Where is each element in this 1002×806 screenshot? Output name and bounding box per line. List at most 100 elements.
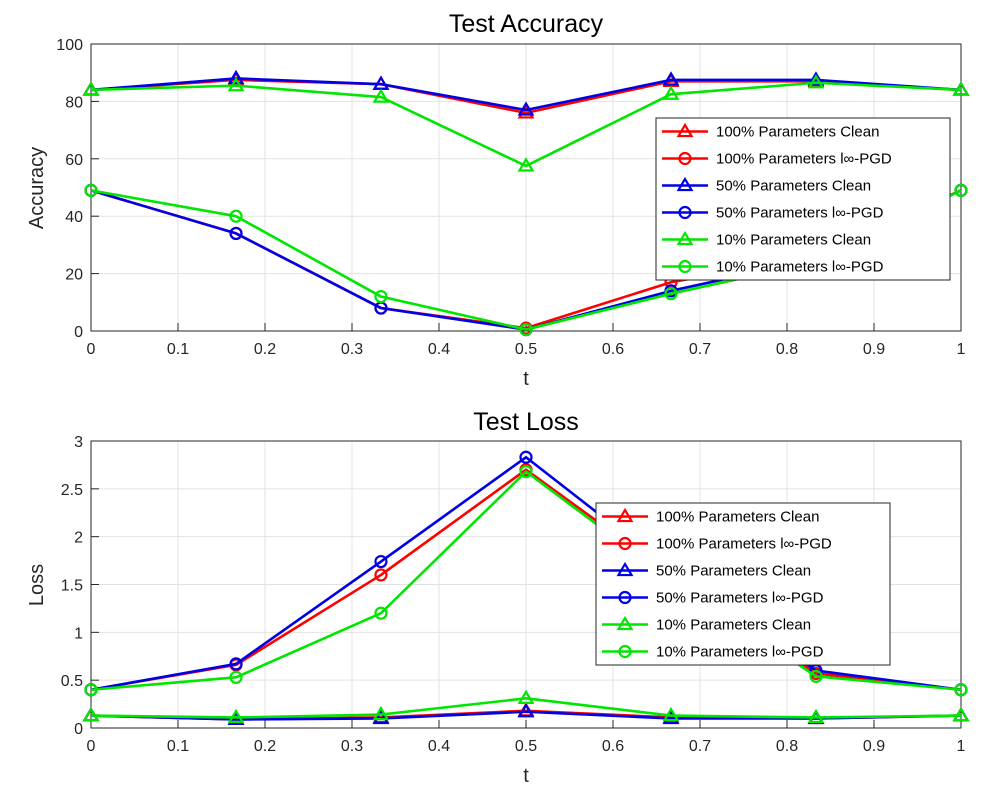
loss-data-point — [807, 708, 825, 724]
accuracy-x-tick-label: 0.7 — [689, 341, 711, 358]
loss-x-tick-label: 0.8 — [776, 738, 798, 755]
loss-x-tick-label: 0.4 — [428, 738, 450, 755]
accuracy-x-tick-label: 0.8 — [776, 341, 798, 358]
loss-legend-label: 50% Parameters l∞-PGD — [656, 590, 824, 607]
loss-legend-label: 10% Parameters l∞-PGD — [656, 644, 824, 661]
loss-legend-item: 50% Parameters l∞-PGD — [602, 590, 824, 607]
accuracy-legend-marker — [676, 230, 694, 246]
accuracy-data-point — [372, 88, 390, 103]
loss-legend-box — [595, 502, 891, 666]
loss-x-tick-label: 0 — [87, 738, 96, 755]
loss-x-tick-label: 0.5 — [515, 738, 537, 755]
accuracy-legend-marker — [676, 122, 694, 138]
loss-series-line — [90, 470, 962, 692]
loss-chart: Test Loss 0 0.1 0.2 0.3 0.4 0.5 0.6 0.7 0.8 0.9 10… — [26, 408, 970, 787]
loss-legend-marker — [616, 615, 634, 631]
accuracy-data-point — [374, 289, 388, 304]
loss-legend-item: 100% Parameters Clean — [602, 507, 819, 526]
loss-legend-marker — [618, 536, 632, 551]
accuracy-data-point — [807, 74, 825, 89]
loss-data-point — [519, 450, 533, 464]
loss-data-point — [372, 705, 390, 721]
accuracy-x-tick-label: 0.1 — [167, 341, 189, 358]
accuracy-legend-item: 50% Parameters Clean — [662, 176, 871, 195]
loss-data-point — [229, 670, 243, 684]
accuracy-data-point — [662, 85, 680, 100]
accuracy-legend-item: 50% Parameters l∞-PGD — [662, 205, 884, 222]
loss-series-line — [90, 697, 962, 719]
loss-legend-marker — [618, 590, 632, 605]
loss-plot-area — [90, 440, 962, 729]
loss-x-tick-label: 0.9 — [863, 738, 885, 755]
accuracy-data-point — [227, 76, 245, 92]
loss-y-axis-label: Loss — [26, 564, 48, 606]
loss-data-point — [82, 706, 100, 722]
loss-data-point — [809, 669, 823, 683]
accuracy-x-tick-label: 0.5 — [515, 341, 537, 358]
accuracy-data-point — [227, 69, 245, 85]
loss-x-tick-label: 1 — [957, 738, 966, 755]
accuracy-legend-item: 10% Parameters l∞-PGD — [662, 259, 884, 276]
accuracy-legend-box — [655, 117, 951, 281]
loss-x-tick-label: 0.6 — [602, 738, 624, 755]
loss-y-tick-label: 1.5 — [61, 578, 83, 595]
loss-legend-marker — [616, 561, 634, 577]
loss-y-tick-label: 2 — [74, 530, 83, 547]
accuracy-legend-item: 100% Parameters Clean — [662, 122, 879, 141]
accuracy-y-tick-label: 80 — [65, 94, 83, 111]
accuracy-chart-title: Test Accuracy — [449, 10, 604, 38]
accuracy-legend-item: 100% Parameters l∞-PGD — [662, 151, 892, 168]
loss-legend: 100% Parameters Clean 100% Parameters l∞-… — [595, 502, 891, 666]
loss-data-point — [229, 657, 243, 671]
accuracy-x-tick-label: 0 — [87, 341, 96, 358]
accuracy-data-point — [229, 226, 243, 241]
accuracy-legend-item: 10% Parameters Clean — [662, 230, 871, 249]
accuracy-y-tick-label: 100 — [56, 37, 83, 54]
accuracy-data-point — [662, 71, 680, 86]
accuracy-legend-marker — [678, 205, 692, 220]
accuracy-data-point — [807, 71, 825, 86]
loss-legend-marker — [618, 644, 632, 659]
loss-legend-item: 10% Parameters Clean — [602, 615, 811, 634]
loss-chart-title: Test Loss — [473, 408, 579, 436]
loss-legend-item: 100% Parameters l∞-PGD — [602, 536, 832, 553]
accuracy-legend-label: 10% Parameters Clean — [716, 232, 871, 249]
loss-legend-item: 10% Parameters l∞-PGD — [602, 644, 824, 661]
loss-y-tick-label: 0 — [74, 721, 83, 738]
accuracy-x-axis-label: t — [523, 368, 529, 390]
loss-legend-label: 10% Parameters Clean — [656, 617, 811, 634]
loss-y-tick-label: 2.5 — [61, 482, 83, 499]
loss-x-tick-label: 0.3 — [341, 738, 363, 755]
loss-legend-item: 50% Parameters Clean — [602, 561, 811, 580]
accuracy-chart: Test Accuracy 0 0.1 0.2 0.3 0.4 0.5 0.6 0.7 0.8 0… — [26, 10, 970, 390]
loss-data-point — [517, 703, 535, 718]
accuracy-data-point — [517, 101, 535, 116]
accuracy-legend-label: 100% Parameters Clean — [716, 124, 879, 141]
accuracy-legend-label: 10% Parameters l∞-PGD — [716, 259, 884, 276]
accuracy-legend-label: 50% Parameters Clean — [716, 178, 871, 195]
accuracy-legend: 100% Parameters Clean 100% Parameters l∞-… — [655, 117, 951, 281]
loss-series-5 — [82, 689, 970, 724]
accuracy-data-point — [519, 322, 533, 337]
accuracy-legend-marker — [678, 259, 692, 274]
loss-series-6 — [84, 465, 968, 697]
accuracy-x-tick-label: 0.4 — [428, 341, 450, 358]
loss-data-point — [374, 568, 388, 582]
loss-data-point — [517, 689, 535, 704]
loss-x-axis-label: t — [523, 765, 529, 787]
loss-x-tick-label: 0.1 — [167, 738, 189, 755]
loss-data-point — [227, 708, 245, 724]
accuracy-y-tick-label: 20 — [65, 267, 83, 284]
loss-y-tick-label: 1 — [74, 625, 83, 642]
accuracy-series-line — [90, 81, 962, 168]
accuracy-data-point — [82, 81, 100, 96]
accuracy-x-tick-label: 0.2 — [254, 341, 276, 358]
loss-data-point — [954, 683, 968, 697]
accuracy-x-tick-label: 0.6 — [602, 341, 624, 358]
accuracy-data-point — [517, 157, 535, 172]
loss-data-point — [519, 465, 533, 479]
accuracy-x-tick-label: 1 — [957, 341, 966, 358]
accuracy-y-tick-label: 40 — [65, 209, 83, 226]
loss-x-tick-label: 0.7 — [689, 738, 711, 755]
